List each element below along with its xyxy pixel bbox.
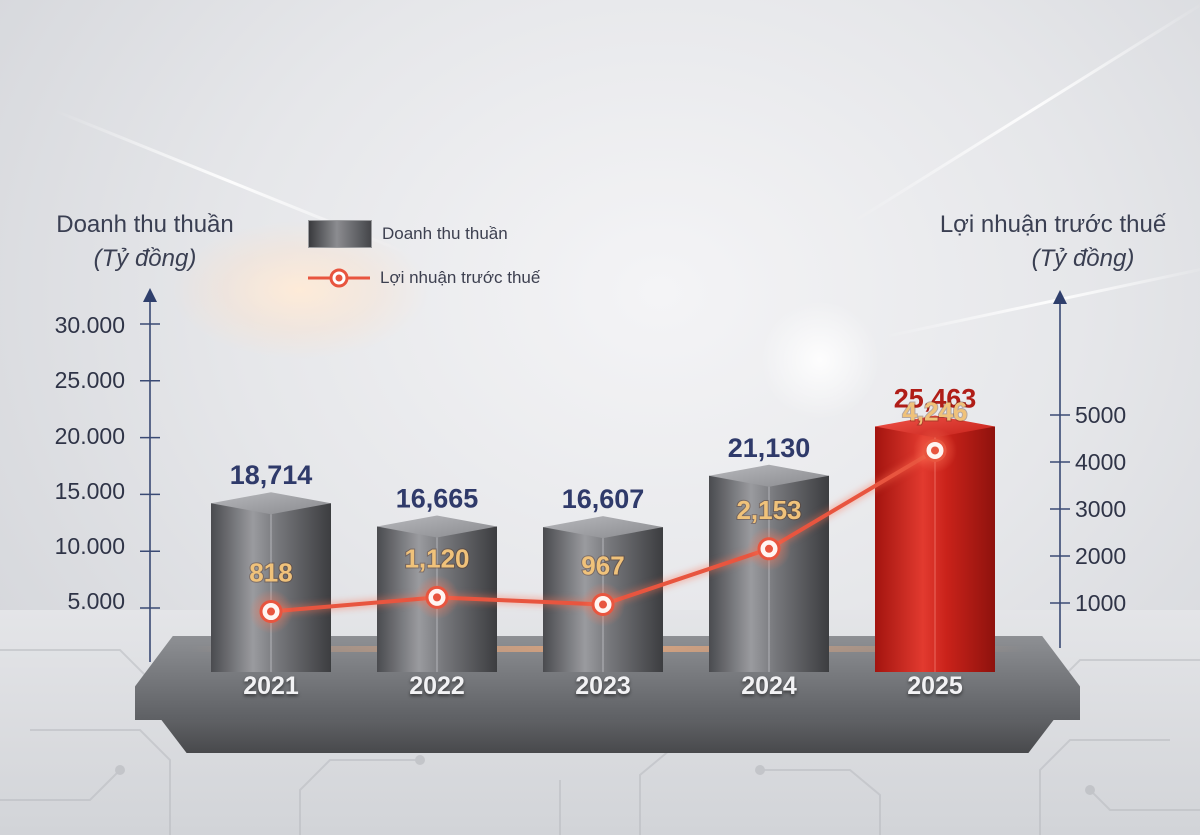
profit-value-label: 2,153 bbox=[736, 495, 801, 525]
profit-value-label: 1,120 bbox=[404, 543, 469, 573]
bar-top bbox=[377, 515, 497, 538]
bar-body bbox=[211, 503, 331, 672]
right-axis-title-text: Lợi nhuận trước thuế bbox=[939, 211, 1167, 238]
bar-value-label: 18,714 bbox=[230, 460, 313, 490]
left-tick-label: 25.000 bbox=[54, 367, 125, 393]
left-tick-label: 15.000 bbox=[54, 478, 125, 504]
left-tick-label: 30.000 bbox=[54, 312, 125, 338]
right-tick-label: 2000 bbox=[1075, 543, 1127, 569]
bar-body bbox=[709, 475, 829, 672]
profit-marker-dot bbox=[765, 544, 773, 553]
x-tick-label: 2023 bbox=[575, 672, 631, 700]
bar-top bbox=[543, 516, 663, 539]
left-tick-label: 5.000 bbox=[67, 588, 125, 614]
right-axis-unit: (Tỷ đồng) bbox=[1031, 245, 1135, 272]
x-tick-label: 2025 bbox=[907, 672, 963, 700]
profit-value-label: 967 bbox=[581, 551, 624, 581]
right-tick-label: 1000 bbox=[1075, 590, 1127, 616]
right-axis-title: Lợi nhuận trước thuế (Tỷ đồng) bbox=[918, 208, 1188, 276]
left-axis-unit: (Tỷ đồng) bbox=[93, 245, 197, 272]
bar-2024 bbox=[709, 464, 829, 672]
right-tick-label: 3000 bbox=[1075, 496, 1127, 522]
bar-swatch-icon bbox=[308, 220, 372, 248]
profit-value-label: 818 bbox=[249, 558, 292, 588]
left-axis-title-text: Doanh thu thuần bbox=[56, 211, 234, 238]
x-tick-label: 2021 bbox=[243, 672, 299, 700]
bar-value-label: 16,665 bbox=[396, 483, 479, 513]
line-marker-icon bbox=[308, 268, 370, 288]
chart-legend: Doanh thu thuần Lợi nhuận trước thuế bbox=[308, 212, 540, 300]
bar-value-label: 21,130 bbox=[728, 433, 811, 463]
right-tick-label: 5000 bbox=[1075, 402, 1127, 428]
left-axis-arrow-icon bbox=[143, 288, 157, 302]
bar-value-label: 25,463 bbox=[894, 384, 977, 414]
bar-body bbox=[875, 426, 995, 672]
bar-value-label: 16,607 bbox=[562, 484, 645, 514]
bar-top bbox=[211, 492, 331, 515]
bar-2021 bbox=[211, 492, 331, 672]
right-axis-arrow-icon bbox=[1053, 290, 1067, 304]
legend-label: Doanh thu thuần bbox=[382, 224, 508, 243]
profit-marker-dot bbox=[267, 607, 275, 616]
legend-item-profit: Lợi nhuận trước thuế bbox=[308, 256, 540, 300]
profit-value-label: 4,246 bbox=[902, 396, 967, 426]
left-tick-label: 10.000 bbox=[54, 533, 125, 559]
left-tick-label: 20.000 bbox=[54, 423, 125, 449]
legend-label: Lợi nhuận trước thuế bbox=[380, 268, 541, 287]
bar-top bbox=[875, 415, 995, 438]
profit-marker-dot bbox=[931, 446, 939, 455]
profit-marker-dot bbox=[433, 593, 441, 602]
profit-marker-dot bbox=[599, 600, 607, 609]
bar-2025 bbox=[875, 415, 995, 672]
right-tick-label: 4000 bbox=[1075, 449, 1127, 475]
left-axis-title: Doanh thu thuần (Tỷ đồng) bbox=[30, 208, 260, 276]
x-tick-label: 2022 bbox=[409, 672, 465, 700]
legend-item-revenue: Doanh thu thuần bbox=[308, 212, 540, 256]
bar-top bbox=[709, 464, 829, 487]
x-tick-label: 2024 bbox=[741, 672, 797, 700]
